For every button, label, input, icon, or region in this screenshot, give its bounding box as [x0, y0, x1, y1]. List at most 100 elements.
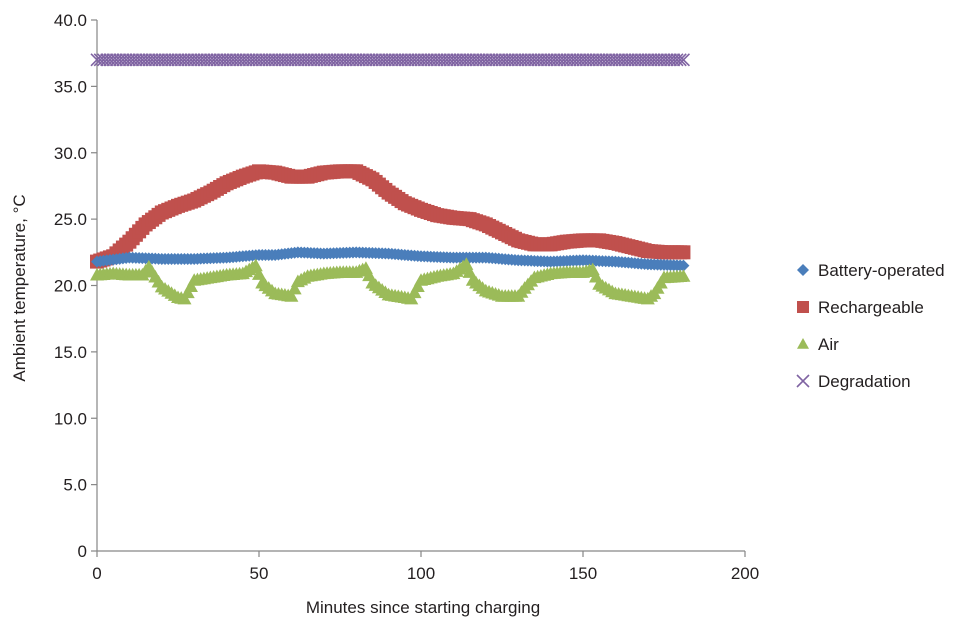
data-point — [407, 53, 422, 67]
data-point — [382, 53, 396, 67]
data-point — [190, 53, 205, 67]
data-point — [229, 53, 243, 67]
marker-stroke — [284, 53, 298, 67]
data-point — [297, 53, 311, 67]
marker-stroke — [560, 53, 574, 67]
marker-stroke — [207, 53, 221, 67]
data-point — [466, 53, 480, 67]
marker-stroke — [589, 53, 603, 67]
data-point — [654, 53, 668, 67]
data-point — [275, 53, 289, 67]
data-point — [450, 53, 464, 67]
marker-stroke — [537, 53, 551, 67]
data-point — [615, 53, 629, 67]
data-point — [540, 53, 554, 67]
marker-stroke — [268, 53, 282, 67]
marker-stroke — [252, 53, 266, 67]
data-point — [621, 53, 635, 67]
marker-stroke — [245, 53, 260, 67]
data-point — [437, 53, 451, 67]
data-point — [155, 53, 169, 67]
data-point — [524, 53, 538, 67]
data-point — [498, 53, 512, 67]
data-point — [249, 53, 263, 67]
data-point — [505, 53, 519, 67]
marker-stroke — [109, 53, 124, 67]
data-point — [453, 53, 467, 67]
data-point — [463, 53, 477, 67]
marker-stroke — [326, 53, 341, 67]
marker-stroke — [249, 53, 263, 67]
data-point — [618, 53, 632, 67]
data-point — [90, 53, 104, 67]
legend-marker — [797, 301, 809, 313]
marker-stroke — [440, 53, 454, 67]
marker-stroke — [190, 53, 205, 67]
data-point — [427, 53, 441, 67]
marker-stroke — [505, 53, 519, 67]
marker-stroke — [343, 53, 357, 67]
data-point — [485, 53, 499, 67]
marker-stroke — [569, 53, 584, 67]
marker-stroke — [621, 53, 635, 67]
marker-stroke — [540, 53, 554, 67]
marker-stroke — [220, 53, 234, 67]
data-point — [103, 53, 117, 67]
data-point — [420, 53, 435, 67]
marker-stroke — [398, 53, 412, 67]
marker-stroke — [407, 53, 422, 67]
marker-stroke — [453, 53, 467, 67]
marker-stroke — [663, 53, 678, 67]
marker-stroke — [307, 53, 321, 67]
marker-stroke — [521, 53, 535, 67]
data-point — [667, 53, 681, 67]
marker-stroke — [148, 53, 162, 67]
data-point — [631, 53, 645, 67]
marker-stroke — [637, 53, 652, 67]
data-point — [446, 53, 460, 67]
marker-stroke — [320, 53, 334, 67]
data-point — [96, 53, 111, 67]
marker-stroke — [161, 53, 175, 67]
data-point — [343, 53, 357, 67]
data-point — [417, 53, 431, 67]
data-point — [336, 53, 350, 67]
marker-stroke — [330, 53, 344, 67]
marker-stroke — [673, 53, 687, 67]
data-point — [349, 53, 363, 67]
data-point — [663, 53, 678, 67]
marker-stroke — [310, 53, 324, 67]
marker-stroke — [106, 53, 120, 67]
data-point — [501, 53, 516, 67]
marker-stroke — [599, 53, 613, 67]
data-point — [612, 53, 626, 67]
marker-stroke — [375, 53, 389, 67]
marker-stroke — [654, 53, 668, 67]
data-point — [346, 53, 360, 67]
data-point — [394, 53, 409, 67]
marker-stroke — [151, 53, 166, 67]
data-point — [369, 53, 383, 67]
data-point — [184, 53, 198, 67]
data-point — [119, 53, 133, 67]
marker-stroke — [641, 53, 655, 67]
marker-stroke — [385, 53, 399, 67]
marker-stroke — [446, 53, 460, 67]
data-point — [278, 53, 292, 67]
data-point — [469, 53, 483, 67]
marker-stroke — [129, 53, 143, 67]
marker-stroke — [534, 53, 548, 67]
marker-stroke — [174, 53, 188, 67]
marker-stroke — [466, 53, 480, 67]
marker-stroke — [634, 53, 648, 67]
marker-stroke — [592, 53, 606, 67]
marker-stroke — [443, 53, 457, 67]
data-point — [310, 53, 324, 67]
marker-stroke — [281, 53, 295, 67]
data-point — [226, 53, 240, 67]
data-point — [644, 53, 658, 67]
legend-label: Degradation — [818, 372, 911, 391]
data-point — [495, 53, 509, 67]
data-point — [372, 53, 386, 67]
data-point — [602, 53, 616, 67]
